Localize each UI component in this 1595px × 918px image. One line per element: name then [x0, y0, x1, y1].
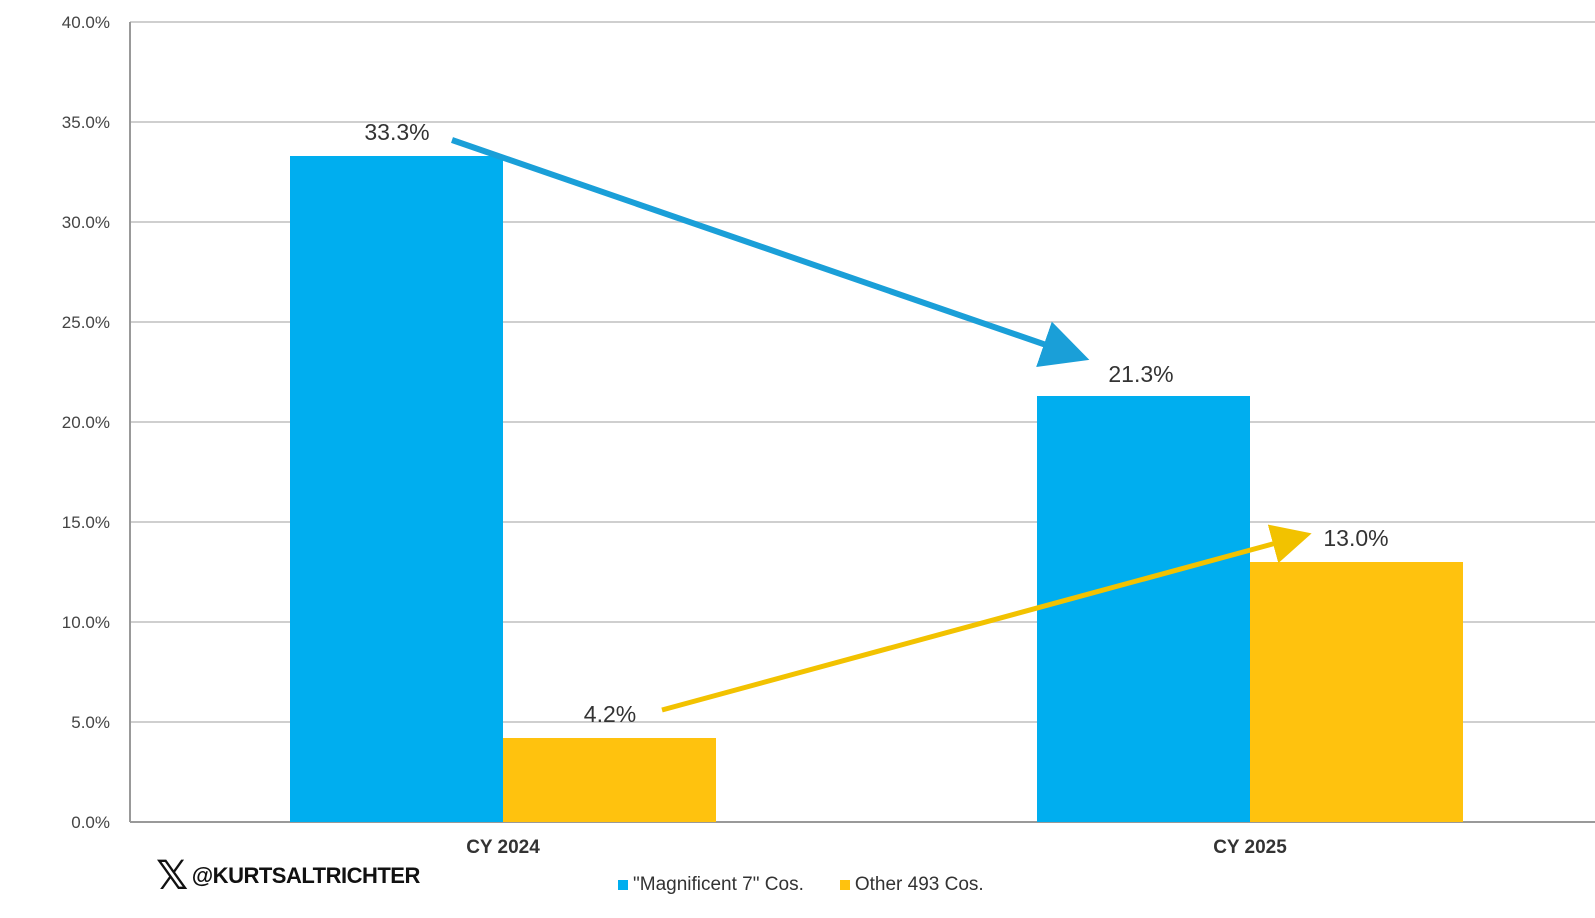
y-tick-label: 15.0% — [62, 513, 110, 532]
y-axis: 0.0% 5.0% 10.0% 15.0% 20.0% 25.0% 30.0% 35.0% 40… — [62, 13, 110, 832]
credit-handle: 𝕏 @KURTSALTRICHTER — [156, 856, 420, 896]
bar-magnificent-7-1 — [1037, 396, 1250, 822]
bars — [290, 156, 1463, 822]
legend-swatch — [618, 880, 628, 890]
trend-arrow-other-493 — [661, 524, 1312, 713]
x-axis: CY 2024 CY 2025 — [466, 837, 1287, 858]
x-tick-label: CY 2024 — [466, 837, 540, 858]
trend-arrow-magnificent-7 — [451, 137, 1090, 367]
data-label: 21.3% — [1108, 361, 1173, 387]
trend-arrows — [451, 137, 1312, 713]
y-tick-label: 25.0% — [62, 313, 110, 332]
bar-other-493-0 — [503, 738, 716, 822]
credit-handle-text: @KURTSALTRICHTER — [191, 863, 421, 888]
data-label: 4.2% — [584, 701, 636, 727]
y-tick-label: 0.0% — [71, 813, 110, 832]
legend: "Magnificent 7" Cos. Other 493 Cos. — [618, 874, 984, 896]
data-label: 13.0% — [1323, 525, 1388, 551]
y-tick-label: 30.0% — [62, 213, 110, 232]
legend-item-magnificent-7: "Magnificent 7" Cos. — [618, 874, 804, 896]
y-tick-label: 35.0% — [62, 113, 110, 132]
y-tick-label: 5.0% — [71, 713, 110, 732]
x-logo-icon: 𝕏 — [156, 853, 188, 899]
legend-label: Other 493 Cos. — [854, 874, 984, 895]
legend-label: "Magnificent 7" Cos. — [633, 874, 804, 895]
y-tick-label: 10.0% — [62, 613, 110, 632]
y-tick-label: 20.0% — [62, 413, 110, 432]
legend-swatch — [839, 880, 850, 890]
x-tick-label: CY 2025 — [1213, 837, 1287, 858]
legend-item-other-493: Other 493 Cos. — [839, 874, 984, 896]
data-labels: 33.3% 21.3% 4.2% 13.0% — [364, 119, 1388, 727]
y-tick-label: 40.0% — [62, 13, 110, 32]
bar-magnificent-7-0 — [290, 156, 503, 822]
bar-other-493-1 — [1250, 562, 1463, 822]
data-label: 33.3% — [364, 119, 429, 145]
